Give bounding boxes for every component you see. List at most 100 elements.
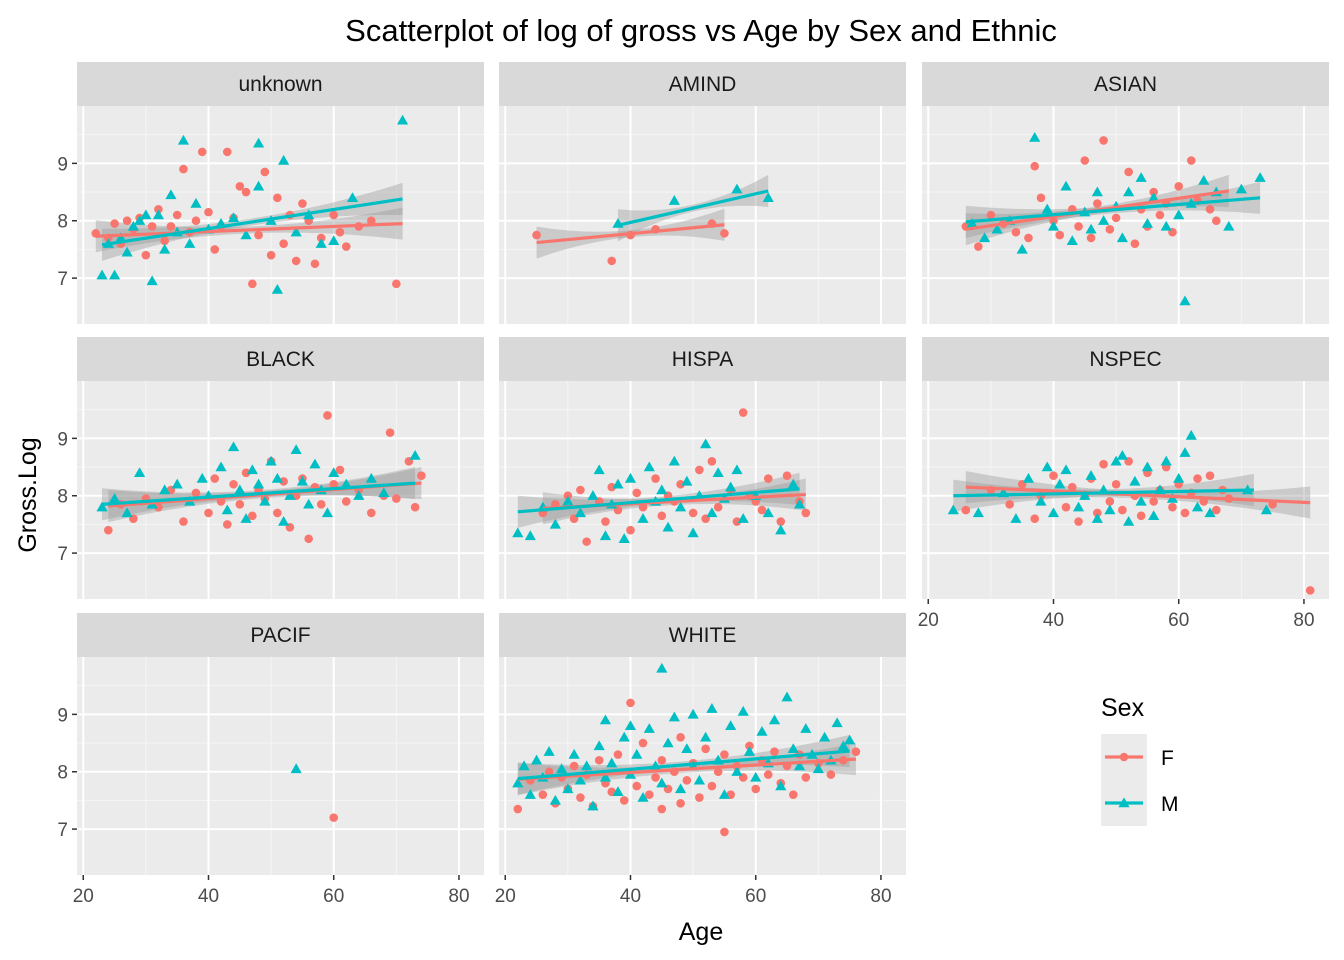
point-m — [819, 731, 831, 742]
point-f — [392, 494, 401, 503]
point-f — [607, 256, 617, 266]
point-f — [1118, 505, 1127, 515]
point-f — [657, 804, 667, 814]
point-f — [179, 164, 188, 174]
point-m — [159, 243, 171, 254]
point-f — [122, 216, 132, 226]
point-f — [651, 474, 660, 483]
point-m — [1235, 183, 1247, 194]
point-f — [732, 517, 742, 526]
point-f — [788, 790, 798, 799]
point-m — [397, 114, 409, 125]
point-m — [290, 444, 302, 455]
point-m — [1173, 472, 1185, 483]
point-f — [191, 488, 201, 498]
point-m — [1135, 495, 1147, 506]
point-f — [1193, 474, 1202, 483]
point-m — [593, 464, 605, 475]
point-f — [241, 468, 251, 478]
point-f — [1005, 500, 1014, 509]
point-m — [787, 478, 799, 489]
point-f — [513, 804, 523, 814]
point-m — [1085, 223, 1097, 234]
point-f — [154, 502, 163, 512]
point-m — [1091, 186, 1103, 197]
point-m — [108, 493, 121, 503]
point-f — [1168, 502, 1177, 512]
point-m — [725, 481, 737, 492]
point-f — [1049, 216, 1058, 226]
point-f — [961, 505, 971, 515]
facet-strip — [77, 337, 484, 381]
point-m — [643, 723, 655, 733]
panel-background — [77, 657, 484, 875]
point-f — [619, 796, 629, 805]
point-m — [1204, 507, 1216, 518]
point-f — [1136, 511, 1146, 521]
point-f — [1061, 502, 1071, 512]
point-f — [701, 744, 710, 754]
point-m — [328, 467, 340, 477]
point-m — [1179, 295, 1191, 306]
point-f — [1211, 216, 1221, 226]
facet-label: AMIND — [669, 73, 737, 96]
point-m — [837, 740, 849, 751]
point-f — [1036, 193, 1046, 203]
point-m — [227, 212, 240, 223]
point-m — [656, 662, 668, 673]
trend-line-f — [536, 223, 725, 245]
point-m — [1198, 174, 1210, 185]
point-f — [329, 479, 339, 489]
x-tick-label: 20 — [495, 886, 516, 907]
panel-pacif: PACIF 7 8 9 20 40 60 80 — [57, 613, 484, 907]
point-m — [618, 731, 630, 742]
facet-label: ASIAN — [1094, 73, 1157, 96]
point-f — [676, 479, 685, 489]
point-m — [793, 760, 806, 771]
facet-strip — [77, 613, 484, 657]
point-m — [972, 507, 984, 518]
point-m — [1141, 461, 1154, 472]
point-m — [1041, 461, 1053, 472]
point-m — [252, 478, 265, 489]
point-f — [1111, 213, 1121, 223]
point-f — [222, 520, 232, 529]
point-m — [1123, 186, 1135, 197]
point-m — [221, 504, 233, 515]
point-m — [196, 472, 208, 483]
point-f — [222, 147, 232, 157]
point-f — [304, 534, 313, 544]
point-m — [184, 238, 196, 248]
legend-label-f: F — [1161, 747, 1174, 770]
point-m — [599, 530, 612, 541]
point-m — [681, 475, 693, 486]
point-f — [147, 222, 157, 231]
point-f — [191, 216, 201, 226]
point-f — [273, 508, 282, 518]
point-m — [1110, 455, 1122, 466]
point-f — [172, 210, 182, 220]
y-axis-title: Gross.Log — [14, 437, 42, 552]
point-f — [248, 279, 257, 289]
point-f — [1055, 230, 1065, 240]
point-f — [141, 250, 151, 260]
trend-line-m — [965, 196, 1261, 224]
point-f — [776, 517, 786, 526]
facet-label: PACIF — [250, 624, 310, 647]
point-m — [1173, 209, 1185, 220]
point-f — [1111, 479, 1121, 489]
panel-background — [77, 381, 484, 599]
point-f — [1074, 517, 1083, 526]
point-f — [335, 227, 345, 237]
point-f — [298, 199, 307, 208]
point-f — [644, 790, 654, 799]
point-f — [1211, 505, 1221, 515]
legend-label-m: M — [1161, 793, 1179, 816]
point-m — [246, 464, 258, 475]
x-tick-label: 20 — [73, 886, 94, 907]
point-m — [1135, 172, 1147, 182]
facet-label: BLACK — [246, 348, 315, 371]
point-m — [587, 800, 599, 811]
x-tick-label: 60 — [745, 886, 766, 907]
point-f — [1149, 497, 1158, 506]
